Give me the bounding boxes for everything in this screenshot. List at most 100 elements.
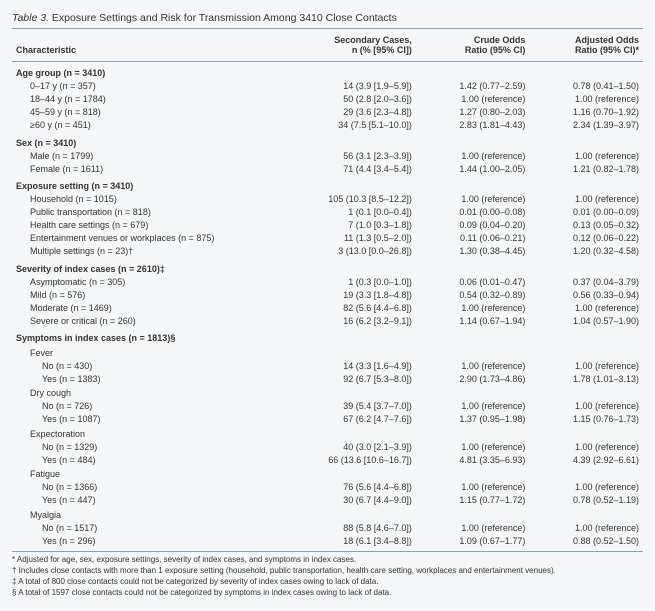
row-value	[529, 132, 643, 150]
row-value	[529, 62, 643, 80]
row-value: 0.06 (0.01–0.47)	[416, 275, 530, 288]
row-label: Dry cough	[12, 385, 271, 400]
row-value	[416, 466, 530, 481]
row-label: Entertainment venues or workplaces (n = …	[12, 232, 271, 245]
row-value: 1.00 (reference)	[416, 193, 530, 206]
table-row: 18–44 y (n = 1784)50 (2.8 [2.0–3.6])1.00…	[12, 93, 643, 106]
footnote: § A total of 1597 close contacts could n…	[12, 588, 643, 598]
table-row: Exposure setting (n = 3410)	[12, 175, 643, 193]
row-label: No (n = 1366)	[12, 481, 271, 494]
row-label: Expectoration	[12, 426, 271, 441]
row-label: Multiple settings (n = 23)†	[12, 245, 271, 258]
row-value	[416, 132, 530, 150]
row-label: Mild (n = 576)	[12, 288, 271, 301]
row-value	[529, 258, 643, 276]
row-value: 1 (0.3 [0.0–1.0])	[271, 275, 416, 288]
row-value: 1.16 (0.70–1.92)	[529, 106, 643, 119]
row-value: 3 (13.0 [0.0–26.8])	[271, 245, 416, 258]
row-value: 2.83 (1.81–4.43)	[416, 119, 530, 132]
row-value: 88 (5.8 [4.6–7.0])	[271, 521, 416, 534]
table-row: Yes (n = 296)18 (6.1 [3.4–8.8])1.09 (0.6…	[12, 534, 643, 547]
row-value: 1.42 (0.77–2.59)	[416, 80, 530, 93]
row-label: Yes (n = 484)	[12, 453, 271, 466]
table-row: No (n = 1517)88 (5.8 [4.6–7.0]) 1.00 (ref…	[12, 521, 643, 534]
table-row: Asymptomatic (n = 305)1 (0.3 [0.0–1.0])0…	[12, 275, 643, 288]
table-row: No (n = 430)14 (3.3 [1.6–4.9])1.00 (refe…	[12, 359, 643, 372]
row-value: 1.21 (0.82–1.78)	[529, 162, 643, 175]
row-value: 1.00 (reference)	[529, 521, 643, 534]
row-label: Yes (n = 1087)	[12, 413, 271, 426]
row-value: 0.54 (0.32–0.89)	[416, 288, 530, 301]
row-value: 1.00 (reference)	[529, 149, 643, 162]
row-value: 1.09 (0.67–1.77)	[416, 534, 530, 547]
row-label: 18–44 y (n = 1784)	[12, 93, 271, 106]
table-number: Table 3.	[12, 12, 49, 24]
table-caption: Exposure Settings and Risk for Transmiss…	[52, 12, 397, 24]
table-row: Public transportation (n = 818)1 (0.1 [0…	[12, 206, 643, 219]
row-label: No (n = 726)	[12, 400, 271, 413]
col-secondary-cases: Secondary Cases, n (% [95% CI])	[271, 31, 416, 62]
footnote: † Includes close contacts with more than…	[12, 566, 643, 576]
row-value: 1.78 (1.01–3.13)	[529, 372, 643, 385]
table-row: Entertainment venues or workplaces (n = …	[12, 232, 643, 245]
row-label: Myalgia	[12, 507, 271, 522]
row-value: 66 (13.6 [10.6–16.7])	[271, 453, 416, 466]
table-row: ≥60 y (n = 451)34 (7.5 [5.1–10.0])2.83 (…	[12, 119, 643, 132]
table-row: Yes (n = 447)30 (6.7 [4.4–9.0])1.15 (0.7…	[12, 494, 643, 507]
row-label: Age group (n = 3410)	[12, 62, 271, 80]
row-label: ≥60 y (n = 451)	[12, 119, 271, 132]
row-value: 2.34 (1.39–3.97)	[529, 119, 643, 132]
row-label: Female (n = 1611)	[12, 162, 271, 175]
row-value: 1 (0.1 [0.0–0.4])	[271, 206, 416, 219]
row-value	[529, 507, 643, 522]
row-value: 1.00 (reference)	[529, 301, 643, 314]
row-label: Moderate (n = 1469)	[12, 301, 271, 314]
row-value	[271, 466, 416, 481]
table-row: Female (n = 1611)71 (4.4 [3.4–5.4])1.44 …	[12, 162, 643, 175]
row-value: 67 (6.2 [4.7–7.6])	[271, 413, 416, 426]
row-label: Health care settings (n = 679)	[12, 219, 271, 232]
row-label: Household (n = 1015)	[12, 193, 271, 206]
row-value: 0.56 (0.33–0.94)	[529, 288, 643, 301]
table-row: 45–59 y (n = 818)29 (3.6 [2.3–4.8])1.27 …	[12, 106, 643, 119]
row-value: 1.00 (reference)	[416, 440, 530, 453]
table-row: Moderate (n = 1469)82 (5.6 [4.4–6.8])1.0…	[12, 301, 643, 314]
row-label: 0–17 y (n = 357)	[12, 80, 271, 93]
row-label: Fever	[12, 345, 271, 360]
row-value: 1.30 (0.38–4.45)	[416, 245, 530, 258]
table-row: Severe or critical (n = 260)16 (6.2 [3.2…	[12, 314, 643, 327]
row-value: 34 (7.5 [5.1–10.0])	[271, 119, 416, 132]
table-row: No (n = 726)39 (5.4 [3.7–7.0])1.00 (refe…	[12, 400, 643, 413]
row-value	[271, 345, 416, 360]
row-value	[416, 507, 530, 522]
row-value: 1.20 (0.32–4.58)	[529, 245, 643, 258]
row-value: 1.00 (reference)	[416, 301, 530, 314]
row-value: 19 (3.3 [1.8–4.8])	[271, 288, 416, 301]
table-row: Household (n = 1015)105 (10.3 [8.5–12.2]…	[12, 193, 643, 206]
row-label: Severity of index cases (n = 2610)‡	[12, 258, 271, 276]
table-row: Myalgia	[12, 507, 643, 522]
row-value	[529, 175, 643, 193]
table-row: Mild (n = 576)19 (3.3 [1.8–4.8])0.54 (0.…	[12, 288, 643, 301]
table-row: Yes (n = 1087)67 (6.2 [4.7–7.6])1.37 (0.…	[12, 413, 643, 426]
table-row: Multiple settings (n = 23)†3 (13.0 [0.0–…	[12, 245, 643, 258]
row-value: 0.01 (0.00–0.09)	[529, 206, 643, 219]
row-label: Severe or critical (n = 260)	[12, 314, 271, 327]
row-value: 30 (6.7 [4.4–9.0])	[271, 494, 416, 507]
col-crude-or: Crude Odds Ratio (95% CI)	[416, 31, 530, 62]
row-value	[416, 258, 530, 276]
row-value: 1.00 (reference)	[416, 481, 530, 494]
table-row: Yes (n = 1383)92 (6.7 [5.3–8.0])2.90 (1.…	[12, 372, 643, 385]
row-value: 7 (1.0 [0.3–1.8])	[271, 219, 416, 232]
row-value: 11 (1.3 [0.5–2.0])	[271, 232, 416, 245]
row-label: No (n = 1517)	[12, 521, 271, 534]
table-row: 0–17 y (n = 357)14 (3.9 [1.9–5.9])1.42 (…	[12, 80, 643, 93]
row-label: No (n = 1329)	[12, 440, 271, 453]
row-value: 1.15 (0.77–1.72)	[416, 494, 530, 507]
row-value: 0.88 (0.52–1.50)	[529, 534, 643, 547]
row-value: 0.78 (0.52–1.19)	[529, 494, 643, 507]
row-value: 4.81 (3.35–6.93)	[416, 453, 530, 466]
table-row: Yes (n = 484)66 (13.6 [10.6–16.7])4.81 (…	[12, 453, 643, 466]
table-row: Expectoration	[12, 426, 643, 441]
table-row: Symptoms in index cases (n = 1813)§	[12, 327, 643, 345]
